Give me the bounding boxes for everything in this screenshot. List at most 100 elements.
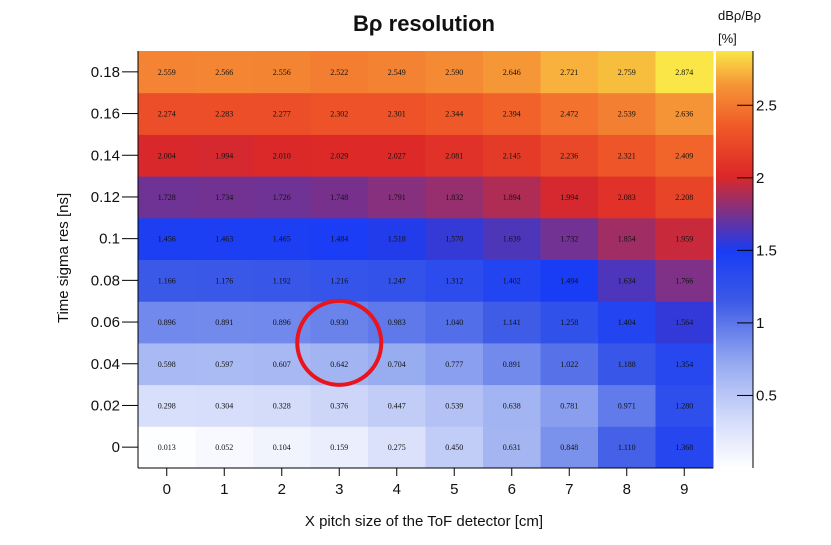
cell-value-label: 0.642 (330, 360, 348, 369)
cell-value-label: 1.726 (273, 193, 291, 202)
heatmap-cells: 0.013 0.052 0.104 0.159 0.275 0.450 0.631 0.848… (138, 51, 714, 469)
cell-value-label: 1.734 (215, 193, 233, 202)
cell-value-label: 0.298 (158, 401, 176, 410)
cell-value-label: 1.402 (503, 276, 521, 285)
cell-value-label: 0.304 (215, 401, 233, 410)
heatmap-cell (368, 259, 426, 302)
heatmap-cell (655, 217, 714, 260)
heatmap-cell (138, 259, 196, 302)
cell-value-label: 1.188 (618, 360, 636, 369)
heatmap-cell (655, 426, 714, 469)
cell-value-label: 2.566 (215, 68, 233, 77)
cell-value-label: 1.456 (158, 235, 176, 244)
heatmap-cell (195, 426, 254, 469)
heatmap-cell (598, 217, 656, 260)
cell-value-label: 0.104 (273, 443, 291, 452)
heatmap-cell (425, 342, 484, 386)
heatmap-cell (310, 426, 369, 469)
cell-value-label: 2.556 (273, 68, 291, 77)
cell-value-label: 2.549 (388, 68, 406, 77)
colorbar-unit: [%] (718, 31, 737, 46)
heatmap-cell (483, 301, 541, 344)
y-tick-label: 0.18 (91, 64, 120, 81)
heatmap-cell (195, 259, 254, 302)
cell-value-label: 0.848 (560, 443, 578, 452)
y-tick-label: 0.04 (91, 356, 120, 373)
heatmap-cell (540, 134, 599, 177)
heatmap-cell (368, 134, 426, 177)
cell-value-label: 2.874 (675, 68, 693, 77)
cell-value-label: 1.791 (388, 193, 406, 202)
heatmap-cell (253, 426, 311, 469)
heatmap-cell (195, 134, 254, 177)
heatmap-cell (138, 176, 196, 219)
cell-value-label: 2.274 (158, 110, 176, 119)
heatmap-cell (425, 384, 484, 427)
cell-value-label: 0.971 (618, 401, 636, 410)
heatmap-cell (655, 92, 714, 135)
y-tick-label: 0.06 (91, 314, 120, 331)
cell-value-label: 1.994 (215, 151, 233, 160)
heatmap-cell (425, 176, 484, 219)
cell-value-label: 1.484 (330, 235, 348, 244)
cell-value-label: 1.732 (560, 235, 578, 244)
heatmap-cell (310, 176, 369, 219)
cell-value-label: 1.994 (560, 193, 578, 202)
y-tick-label: 0.02 (91, 397, 120, 414)
cell-value-label: 0.781 (560, 401, 578, 410)
cell-value-label: 0.896 (273, 318, 291, 327)
cell-value-label: 1.894 (503, 193, 521, 202)
heatmap-cell (195, 301, 254, 344)
heatmap-cell (598, 342, 656, 386)
cell-value-label: 0.930 (330, 318, 348, 327)
cell-value-label: 1.040 (445, 318, 463, 327)
heatmap-cell (253, 259, 311, 302)
heatmap-cell (138, 342, 196, 386)
y-tick-label: 0.12 (91, 189, 120, 206)
cell-value-label: 2.344 (445, 110, 463, 119)
heatmap-cell (368, 92, 426, 135)
cell-value-label: 1.570 (445, 235, 463, 244)
cell-value-label: 0.447 (388, 401, 406, 410)
heatmap-cell (540, 51, 599, 94)
heatmap-cell (598, 426, 656, 469)
heatmap-cell (368, 426, 426, 469)
heatmap-cell (195, 217, 254, 260)
heatmap-cell (483, 51, 541, 94)
heatmap-cell (138, 217, 196, 260)
colorbar-tick-label: 2 (756, 170, 764, 187)
cell-value-label: 0.597 (215, 360, 233, 369)
cell-value-label: 2.646 (503, 68, 521, 77)
heatmap-cell (368, 51, 426, 94)
heatmap-cell (483, 384, 541, 427)
cell-value-label: 2.302 (330, 110, 348, 119)
cell-value-label: 1.465 (273, 235, 291, 244)
x-tick-label: 3 (335, 481, 343, 498)
cell-value-label: 1.247 (388, 276, 406, 285)
cell-value-label: 2.236 (560, 151, 578, 160)
cell-value-label: 2.321 (618, 151, 636, 160)
y-tick-label: 0.08 (91, 272, 120, 289)
cell-value-label: 0.607 (273, 360, 291, 369)
cell-value-label: 2.283 (215, 110, 233, 119)
cell-value-label: 0.376 (330, 401, 348, 410)
heatmap-cell (425, 426, 484, 469)
x-tick-label: 8 (623, 481, 631, 498)
cell-value-label: 1.404 (618, 318, 636, 327)
heatmap-cell (310, 51, 369, 94)
heatmap-cell (368, 176, 426, 219)
highlight-layer (295, 298, 384, 387)
cell-value-label: 2.409 (675, 151, 693, 160)
cell-value-label: 0.777 (445, 360, 463, 369)
cell-value-label: 1.176 (215, 276, 233, 285)
cell-value-label: 2.010 (273, 151, 291, 160)
y-tick-label: 0.1 (99, 231, 120, 248)
heatmap-cell (483, 134, 541, 177)
heatmap-cell (195, 342, 254, 386)
x-axis-title: X pitch size of the ToF detector [cm] (305, 513, 543, 530)
cell-value-label: 1.463 (215, 235, 233, 244)
heatmap-cell (310, 92, 369, 135)
cell-value-label: 2.394 (503, 110, 521, 119)
heatmap-cell (655, 259, 714, 302)
heatmap-cell (253, 217, 311, 260)
